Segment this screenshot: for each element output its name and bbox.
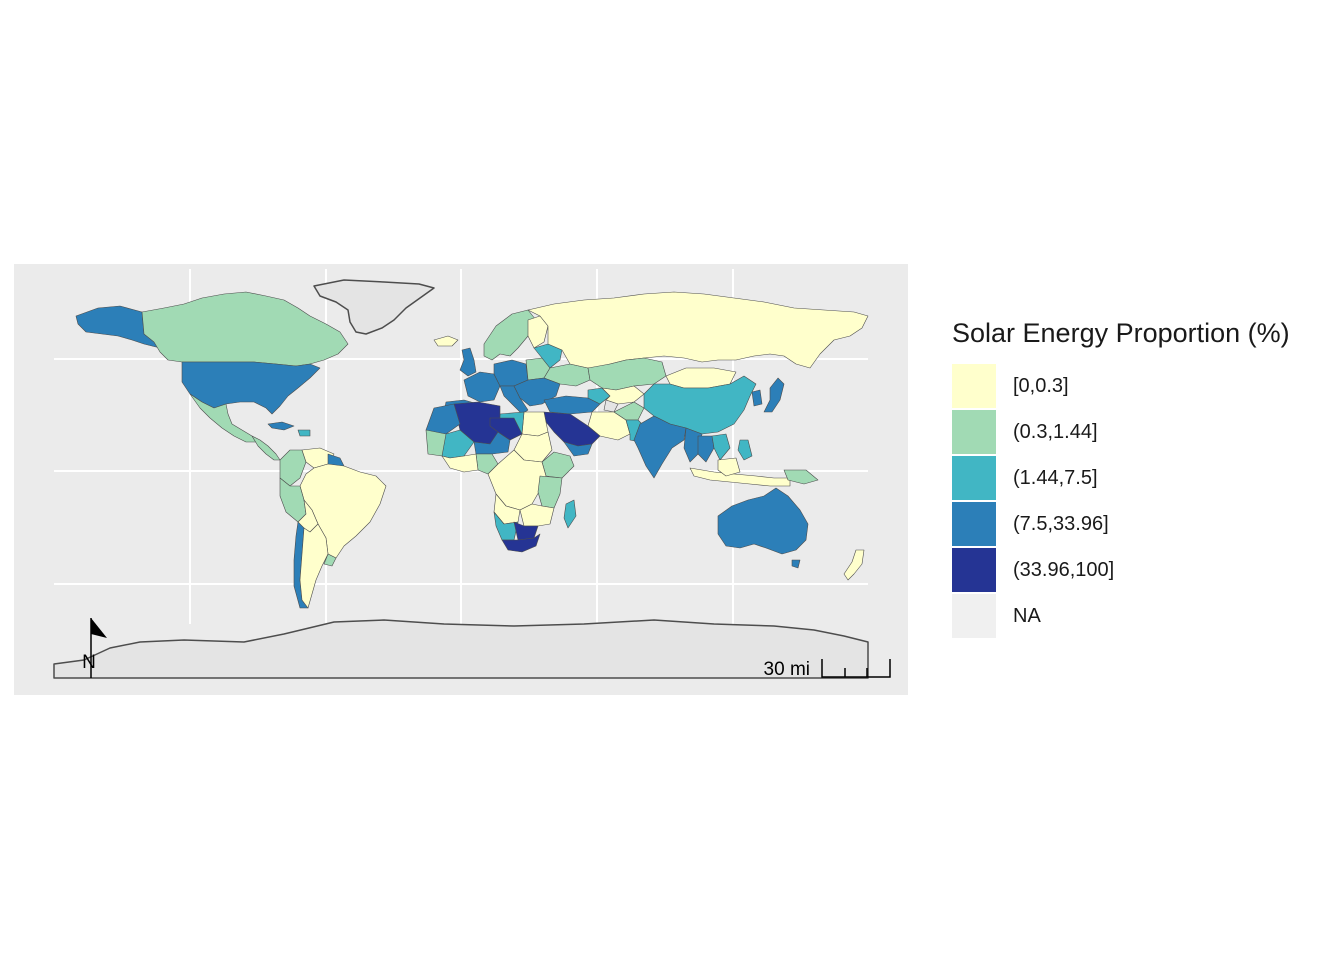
legend-swatch [952, 456, 996, 500]
country-afghanistan [613, 401, 645, 421]
country-norway-sweden [483, 309, 537, 361]
legend-label: (0.3,1.44] [1013, 420, 1098, 443]
country-vietnam [711, 433, 731, 461]
legend-item: (0.3,1.44] [952, 409, 1290, 455]
country-uk [459, 347, 477, 377]
legend-item: [0,0.3] [952, 363, 1290, 409]
country-antarctica [53, 619, 869, 679]
country-australia [717, 487, 809, 555]
legend-title: Solar Energy Proportion (%) [952, 318, 1290, 348]
countries [53, 279, 869, 679]
country-cuba [267, 421, 295, 431]
legend-item: (1.44,7.5] [952, 455, 1290, 501]
country-kazakhstan [587, 357, 667, 391]
legend-item: NA [952, 593, 1290, 639]
country-iceland [433, 335, 459, 347]
legend-label: NA [1013, 604, 1041, 627]
country-argentina [299, 523, 329, 609]
country-greenland [313, 279, 435, 335]
country-japan [763, 377, 785, 413]
scale-bar-label: 30 mi [764, 659, 810, 680]
legend-label: (33.96,100] [1013, 558, 1115, 581]
country-france [463, 371, 501, 403]
legend-label: [0,0.3] [1013, 374, 1069, 397]
legend-swatch [952, 594, 996, 638]
legend-swatch [952, 410, 996, 454]
country-botswana [513, 521, 539, 541]
legend-swatch [952, 502, 996, 546]
country-egypt [521, 411, 549, 437]
country-philippines [737, 439, 753, 461]
country-south-africa [501, 533, 541, 553]
country-zambia-moz [519, 503, 555, 527]
country-madagascar [563, 499, 577, 529]
country-uruguay [323, 553, 337, 567]
country-new-zealand [843, 549, 865, 581]
scale-bar: 30 mi [764, 659, 891, 680]
world-map: N 30 mi [14, 264, 908, 695]
map-panel: N 30 mi [14, 264, 908, 695]
country-thailand [697, 435, 715, 463]
legend-label: (7.5,33.96] [1013, 512, 1109, 535]
country-turkey [543, 395, 601, 415]
legend-swatch [952, 364, 996, 408]
country-canada [141, 291, 349, 367]
legend: Solar Energy Proportion (%) [0,0.3] (0.3… [952, 318, 1290, 639]
country-hispaniola [297, 429, 311, 437]
country-india [633, 415, 687, 479]
legend-swatch [952, 548, 996, 592]
country-myanmar [683, 427, 703, 463]
country-caucasus [587, 387, 611, 405]
legend-item: (7.5,33.96] [952, 501, 1290, 547]
country-chad [489, 417, 523, 441]
legend-item: (33.96,100] [952, 547, 1290, 593]
legend-label: (1.44,7.5] [1013, 466, 1098, 489]
country-new-guinea [783, 469, 819, 485]
country-borneo [717, 457, 741, 477]
country-tasmania [791, 559, 801, 569]
country-korea [751, 389, 763, 407]
country-ghana-coast [441, 453, 479, 473]
north-arrow: N [82, 618, 107, 678]
country-yemen-oman [563, 441, 593, 457]
north-arrow-label: N [82, 652, 96, 673]
country-alaska [75, 305, 161, 349]
